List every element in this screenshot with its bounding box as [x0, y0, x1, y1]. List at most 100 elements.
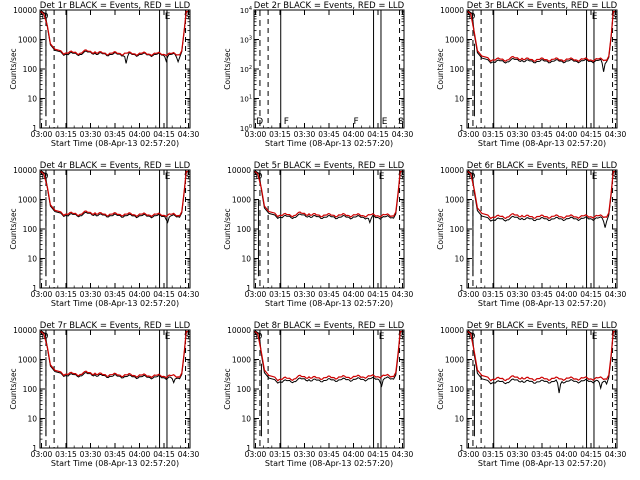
panel-8-ytick-label: 10000: [227, 326, 251, 335]
panel-1-ytick-label: 100: [23, 65, 38, 74]
panel-8-xlabel: Start Time (08-Apr-13 02:57:20): [265, 459, 393, 468]
panel-3-ylabel: Counts/sec: [436, 48, 445, 89]
panel-2-xtick-label: 03:15: [269, 130, 291, 139]
panel-8-xtick-label: 04:15: [367, 450, 389, 459]
panel-5-lld-line: [254, 170, 402, 218]
panel-1-xtick-label: 04:15: [153, 130, 175, 139]
panel-3-xtick-label: 03:45: [531, 130, 553, 139]
panel-3-ytick-label: 1: [459, 124, 464, 133]
panel-5-xtick-label: 04:30: [392, 290, 414, 299]
panel-1-ytick-label: 10: [27, 95, 37, 104]
panel-4-ytick-label: 1: [32, 284, 37, 293]
panel-2-marker-d: D: [256, 117, 263, 127]
panel-5-ytick-label: 1: [246, 284, 251, 293]
panel-9-ytick-label: 100: [450, 385, 465, 394]
panel-7-xtick-label: 04:00: [129, 450, 151, 459]
panel-2-marker-f: F: [284, 117, 289, 127]
panel-3-marker-d: D: [468, 12, 475, 22]
panel-1-marker-e: E: [165, 12, 171, 22]
panel-8-ytick-label: 100: [237, 385, 252, 394]
panel-2-title: Det 2r BLACK = Events, RED = LLD: [254, 1, 405, 11]
panel-6-lld-line: [467, 170, 615, 220]
panel-4-events-line: [41, 171, 188, 224]
panel-3-ytick-label: 1000: [445, 36, 464, 45]
panel-8-xtick-label: 04:00: [343, 450, 365, 459]
panel-9-xtick-label: 04:00: [556, 450, 578, 459]
panel-2-xtick-label: 04:00: [343, 130, 365, 139]
panel-8-marker-s: S: [398, 332, 404, 342]
panel-8-xtick-label: 03:30: [294, 450, 316, 459]
panel-4-ytick-label: 10000: [13, 166, 37, 175]
panel-7-xtick-label: 04:15: [153, 450, 175, 459]
panel-4-ylabel: Counts/sec: [9, 208, 18, 249]
panel-3-ytick-label: 100: [450, 65, 465, 74]
panel-9-xtick-label: 03:00: [458, 450, 480, 459]
panel-6-xtick-label: 04:00: [556, 290, 578, 299]
panel-3-xtick-label: 03:15: [482, 130, 504, 139]
panel-3-ytick-label: 10000: [440, 6, 464, 15]
panel-8-ytick-label: 10: [241, 415, 251, 424]
panel-9-xtick-label: 04:15: [580, 450, 602, 459]
panel-7-title: Det 7r BLACK = Events, RED = LLD: [40, 321, 191, 331]
panel-9-marker-d: D: [468, 332, 475, 342]
panel-5-title: Det 5r BLACK = Events, RED = LLD: [254, 161, 405, 171]
panel-4-xtick-label: 03:30: [80, 290, 102, 299]
panel-5-marker-s: S: [398, 172, 404, 182]
panel-4-xtick-label: 04:15: [153, 290, 175, 299]
panel-8-marker-e: E: [379, 332, 385, 342]
panel-4-xtick-label: 04:00: [129, 290, 151, 299]
panel-6-ytick-label: 10: [454, 255, 464, 264]
panel-1-xtick-label: 03:30: [80, 130, 102, 139]
panel-1-ytick-label: 1: [32, 124, 37, 133]
panel-6-xlabel: Start Time (08-Apr-13 02:57:20): [478, 299, 606, 308]
panel-4-marker-e: E: [165, 172, 171, 182]
panel-7-marker-s: S: [184, 332, 190, 342]
panel-9-marker-e: E: [592, 332, 598, 342]
panel-7-marker-e: E: [165, 332, 171, 342]
panel-1-xtick-label: 04:30: [178, 130, 200, 139]
panel-5-xtick-label: 03:45: [318, 290, 340, 299]
panel-4-ytick-label: 100: [23, 225, 38, 234]
panel-1-xtick-label: 03:00: [31, 130, 53, 139]
panel-8-xtick-label: 03:45: [318, 450, 340, 459]
panel-9-marker-s: S: [611, 332, 617, 342]
panel-4-marker-s: S: [184, 172, 190, 182]
panel-3-xtick-label: 04:00: [556, 130, 578, 139]
panel-6-xtick-label: 04:30: [605, 290, 627, 299]
panel-5-xlabel: Start Time (08-Apr-13 02:57:20): [265, 299, 393, 308]
panel-3-xtick-label: 03:00: [458, 130, 480, 139]
panel-4-xlabel: Start Time (08-Apr-13 02:57:20): [51, 299, 179, 308]
panel-4-lld-line: [40, 170, 188, 218]
panel-5-ytick-label: 10: [241, 255, 251, 264]
panel-2-ytick-label: 100: [240, 124, 252, 133]
panel-7-ytick-label: 1: [32, 444, 37, 453]
panel-2-xtick-label: 04:15: [367, 130, 389, 139]
panel-2-ytick-label: 101: [240, 95, 252, 104]
panel-5-xtick-label: 04:15: [367, 290, 389, 299]
panel-9-events-line: [468, 331, 615, 394]
panel-6-title: Det 6r BLACK = Events, RED = LLD: [467, 161, 618, 171]
panel-4-xtick-label: 03:15: [55, 290, 77, 299]
panel-8-marker-d: D: [255, 332, 262, 342]
panel-9-ytick-label: 10: [454, 415, 464, 424]
panel-3-events-line: [468, 11, 615, 72]
panel-7-ytick-label: 10000: [13, 326, 37, 335]
panel-7-xtick-label: 03:30: [80, 450, 102, 459]
panel-8-ytick-label: 1: [246, 444, 251, 453]
panel-5-ylabel: Counts/sec: [223, 208, 232, 249]
panel-4-xtick-label: 03:00: [31, 290, 53, 299]
panel-8-xtick-label: 04:30: [392, 450, 414, 459]
panel-7-xtick-label: 04:30: [178, 450, 200, 459]
panel-4-ytick-label: 1000: [18, 196, 37, 205]
panel-5-events-line: [255, 171, 402, 225]
panel-1-xtick-label: 03:45: [104, 130, 126, 139]
panel-2-marker-e: E: [382, 117, 388, 127]
panel-4-ytick-label: 10: [27, 255, 37, 264]
panel-6-xtick-label: 03:00: [458, 290, 480, 299]
panel-7-xtick-label: 03:00: [31, 450, 53, 459]
panel-3-xtick-label: 04:30: [605, 130, 627, 139]
panel-6-ytick-label: 10000: [440, 166, 464, 175]
panel-9-title: Det 9r BLACK = Events, RED = LLD: [467, 321, 618, 331]
